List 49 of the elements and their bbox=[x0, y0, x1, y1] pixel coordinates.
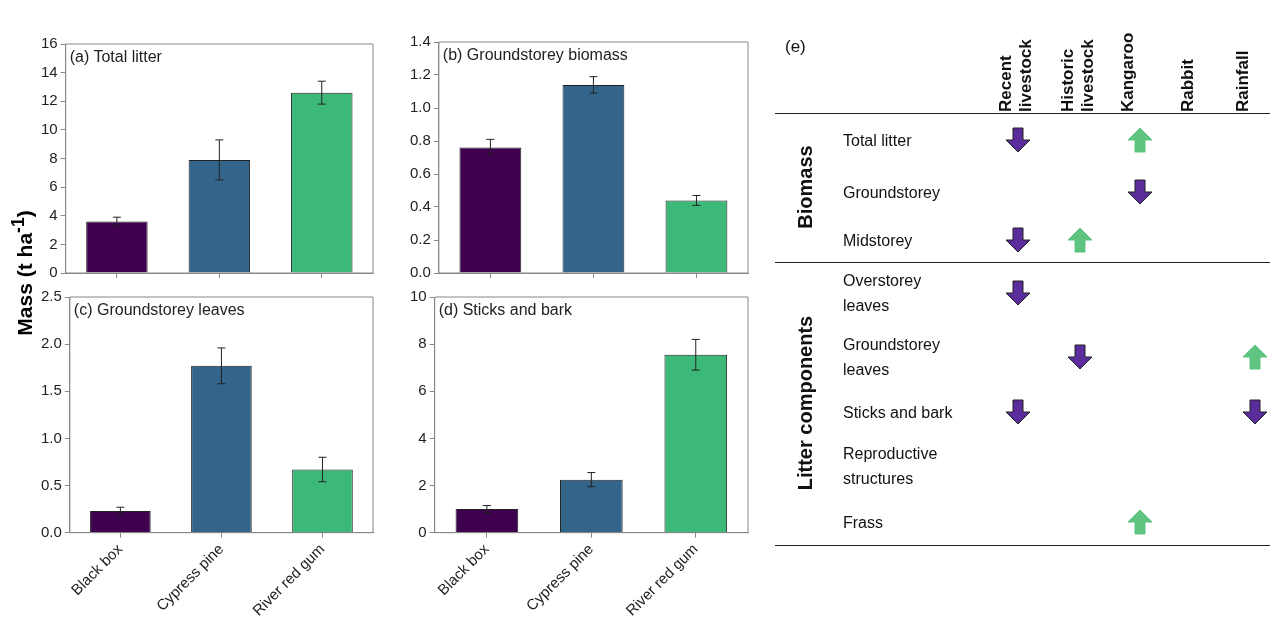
y-tick-label: 2 bbox=[49, 234, 58, 252]
chart-title: (b) Groundstorey biomass bbox=[442, 46, 628, 64]
category-label: Recent livestock bbox=[996, 38, 1036, 112]
category-label: Frass bbox=[843, 513, 883, 531]
category-label: Rabbit bbox=[1178, 58, 1198, 112]
y-tick-label: 4 bbox=[418, 428, 427, 446]
y-tick-label: 0.8 bbox=[409, 131, 431, 149]
y-tick-label: 8 bbox=[418, 334, 427, 352]
chart-title: (c) Groundstorey leaves bbox=[73, 301, 245, 319]
category-label: Overstorey leaves bbox=[843, 272, 922, 314]
y-tick-label: 0.6 bbox=[409, 164, 431, 182]
y-tick-label: 0.0 bbox=[40, 522, 62, 540]
y-tick-label: 10 bbox=[410, 287, 427, 305]
category-label: Total litter bbox=[843, 131, 912, 149]
y-tick-label: 1.5 bbox=[40, 381, 62, 399]
y-tick-label: 0.5 bbox=[40, 475, 62, 493]
text: (e) bbox=[785, 37, 806, 57]
text: Litter components bbox=[793, 315, 817, 491]
y-tick-label: 16 bbox=[41, 34, 58, 52]
category-label: Rainfall bbox=[1233, 49, 1253, 112]
y-tick-label: 1.4 bbox=[409, 32, 431, 50]
y-tick-label: 4 bbox=[49, 205, 58, 223]
y-tick-label: 12 bbox=[41, 91, 58, 109]
y-tick-label: 1.2 bbox=[409, 65, 431, 83]
y-tick-label: 2.5 bbox=[40, 287, 62, 305]
y-tick-label: 0.0 bbox=[409, 263, 431, 281]
y-tick-label: 1.0 bbox=[409, 98, 431, 116]
y-tick-label: 2.0 bbox=[40, 334, 62, 352]
y-tick-label: 2 bbox=[418, 475, 427, 493]
category-label: Groundstorey leaves bbox=[843, 336, 940, 378]
chart-title: (d) Sticks and bark bbox=[438, 301, 574, 319]
y-tick-label: 8 bbox=[49, 148, 58, 166]
category-label: Historic livestock bbox=[1058, 38, 1098, 112]
y-tick-label: 6 bbox=[49, 177, 58, 195]
category-label: Kangaroo bbox=[1118, 31, 1138, 112]
category-label: Reproductive structures bbox=[843, 445, 938, 487]
y-tick-label: 14 bbox=[41, 62, 58, 80]
y-tick-label: 0.4 bbox=[409, 197, 431, 215]
y-tick-label: 0 bbox=[49, 263, 58, 281]
y-tick-label: 6 bbox=[418, 381, 427, 399]
y-tick-label: 1.0 bbox=[40, 428, 62, 446]
category-label: Sticks and bark bbox=[843, 403, 953, 421]
text: Biomass bbox=[793, 145, 817, 229]
y-tick-label: 10 bbox=[41, 120, 58, 138]
chart-title: (a) Total litter bbox=[69, 48, 163, 66]
category-label: Groundstorey bbox=[843, 183, 940, 201]
y-tick-label: 0 bbox=[418, 522, 427, 540]
category-label: Midstorey bbox=[843, 231, 913, 249]
y-tick-label: 0.2 bbox=[409, 230, 431, 248]
